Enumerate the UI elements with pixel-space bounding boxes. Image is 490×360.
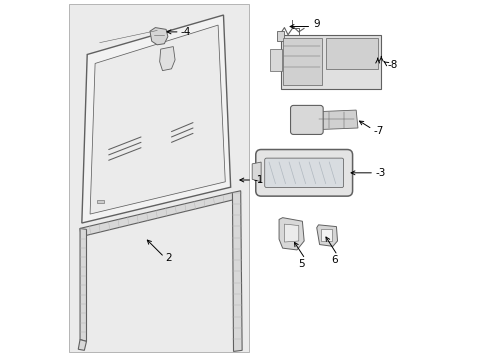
Polygon shape [252,162,261,182]
Text: -8: -8 [388,59,398,69]
Bar [321,229,332,240]
Polygon shape [279,218,304,250]
Polygon shape [82,15,231,223]
Polygon shape [90,25,225,214]
Text: -4: -4 [181,27,191,37]
Polygon shape [160,46,175,71]
FancyBboxPatch shape [291,105,323,134]
Bar [69,4,248,352]
Text: 9: 9 [314,19,320,29]
Bar [326,39,378,69]
Polygon shape [78,339,87,350]
Bar [270,49,282,71]
Polygon shape [232,191,242,351]
Text: 6: 6 [331,255,338,265]
Bar [281,35,381,89]
Bar [283,39,322,85]
Text: 5: 5 [298,258,305,269]
Polygon shape [80,228,87,341]
Text: -1: -1 [253,175,264,185]
Text: -7: -7 [373,126,384,135]
FancyBboxPatch shape [256,149,353,196]
Polygon shape [150,28,168,45]
FancyBboxPatch shape [265,158,343,188]
FancyBboxPatch shape [276,31,285,41]
Bar [97,200,104,203]
Polygon shape [317,225,338,246]
Polygon shape [285,224,299,242]
Text: -3: -3 [375,168,386,178]
Polygon shape [313,110,358,130]
Polygon shape [80,193,234,237]
Text: 2: 2 [166,253,172,263]
